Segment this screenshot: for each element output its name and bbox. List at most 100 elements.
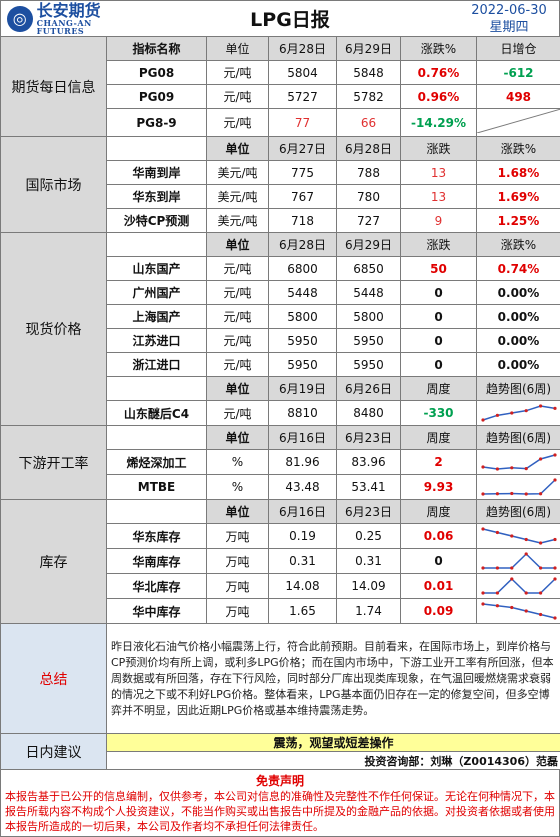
empty-diagonal-cell bbox=[477, 109, 560, 137]
advice-row: 日内建议 震荡，观望或短差操作 bbox=[1, 734, 560, 752]
row-value: 727 bbox=[337, 209, 401, 233]
row-change: 0.06 bbox=[401, 524, 477, 549]
col-header: 周度 bbox=[401, 426, 477, 450]
row-change: 0 bbox=[401, 353, 477, 377]
trend-point bbox=[496, 492, 499, 495]
col-header: 涨跌% bbox=[477, 137, 560, 161]
disclaimer-title: 免责声明 bbox=[5, 772, 555, 789]
row-value: 1.65 bbox=[269, 599, 337, 624]
row-value: 5804 bbox=[269, 61, 337, 85]
row-unit: 元/吨 bbox=[207, 109, 269, 137]
trend-point bbox=[553, 538, 556, 541]
row-change: 13 bbox=[401, 161, 477, 185]
intl-section-label: 国际市场 bbox=[1, 137, 107, 233]
trend-point bbox=[553, 616, 556, 619]
row-change: -14.29% bbox=[401, 109, 477, 137]
row-value: 0.31 bbox=[269, 549, 337, 574]
col-header: 6月19日 bbox=[269, 377, 337, 401]
weekday-value: 星期四 bbox=[459, 19, 559, 36]
row-value: 83.96 bbox=[337, 450, 401, 475]
row-name: 广州国产 bbox=[107, 281, 207, 305]
trend-line bbox=[483, 406, 555, 420]
trend-point bbox=[525, 552, 528, 555]
trend-line bbox=[483, 554, 555, 568]
futures-section-label: 期货每日信息 bbox=[1, 37, 107, 137]
trend-line bbox=[483, 480, 555, 494]
trend-cell bbox=[477, 599, 560, 624]
blank-header bbox=[107, 426, 207, 450]
row-value: 5727 bbox=[269, 85, 337, 109]
trend-cell bbox=[477, 401, 560, 426]
col-header: 6月27日 bbox=[269, 137, 337, 161]
trend-point bbox=[510, 606, 513, 609]
row-name: MTBE bbox=[107, 475, 207, 500]
blank-header bbox=[107, 377, 207, 401]
trend-point bbox=[481, 602, 484, 605]
trend-point bbox=[510, 577, 513, 580]
row-unit: 元/吨 bbox=[207, 61, 269, 85]
row-unit: 元/吨 bbox=[207, 281, 269, 305]
trend-cell bbox=[477, 524, 560, 549]
row-value: 775 bbox=[269, 161, 337, 185]
row-oi: 498 bbox=[477, 85, 560, 109]
row-value: 14.09 bbox=[337, 574, 401, 599]
col-header: 6月16日 bbox=[269, 426, 337, 450]
blank-header bbox=[107, 137, 207, 161]
trend-point bbox=[481, 591, 484, 594]
row-pct: 0.00% bbox=[477, 281, 560, 305]
col-header: 周度 bbox=[401, 377, 477, 401]
row-unit: 万吨 bbox=[207, 549, 269, 574]
row-name: 浙江进口 bbox=[107, 353, 207, 377]
spot-header-row: 现货价格 单位 6月28日 6月29日 涨跌 涨跌% bbox=[1, 233, 560, 257]
trend-cell bbox=[477, 549, 560, 574]
row-change: 0 bbox=[401, 549, 477, 574]
col-header: 涨跌 bbox=[401, 137, 477, 161]
row-change: 0 bbox=[401, 281, 477, 305]
row-change: 0 bbox=[401, 305, 477, 329]
col-header: 周度 bbox=[401, 500, 477, 524]
row-name: PG09 bbox=[107, 85, 207, 109]
row-name: 华东到岸 bbox=[107, 185, 207, 209]
row-unit: % bbox=[207, 475, 269, 500]
col-header: 6月26日 bbox=[337, 377, 401, 401]
row-name: 华中库存 bbox=[107, 599, 207, 624]
trend-point bbox=[481, 465, 484, 468]
row-change: 0.96% bbox=[401, 85, 477, 109]
row-pct: 1.69% bbox=[477, 185, 560, 209]
row-name: 华北库存 bbox=[107, 574, 207, 599]
col-header: 6月16日 bbox=[269, 500, 337, 524]
col-header: 涨跌 bbox=[401, 233, 477, 257]
row-unit: 元/吨 bbox=[207, 401, 269, 426]
trend-point bbox=[496, 531, 499, 534]
row-value: 6850 bbox=[337, 257, 401, 281]
row-value: 0.19 bbox=[269, 524, 337, 549]
trend-point bbox=[496, 414, 499, 417]
row-name: 山东醚后C4 bbox=[107, 401, 207, 426]
date-value: 2022-06-30 bbox=[459, 2, 559, 19]
trend-point bbox=[525, 591, 528, 594]
col-header: 单位 bbox=[207, 377, 269, 401]
row-pct: 0.74% bbox=[477, 257, 560, 281]
row-name: 华南到岸 bbox=[107, 161, 207, 185]
row-name: 烯烃深加工 bbox=[107, 450, 207, 475]
row-unit: 美元/吨 bbox=[207, 185, 269, 209]
row-change: 0.76% bbox=[401, 61, 477, 85]
row-unit: 美元/吨 bbox=[207, 161, 269, 185]
row-value: 5950 bbox=[337, 353, 401, 377]
trend-point bbox=[510, 411, 513, 414]
trend-line bbox=[483, 529, 555, 543]
col-header: 涨跌% bbox=[477, 233, 560, 257]
col-header: 单位 bbox=[207, 137, 269, 161]
trend-sparkline bbox=[477, 599, 560, 623]
trend-point bbox=[525, 609, 528, 612]
trend-point bbox=[539, 492, 542, 495]
col-header: 6月28日 bbox=[269, 37, 337, 61]
trend-point bbox=[496, 604, 499, 607]
row-value: 0.25 bbox=[337, 524, 401, 549]
col-header: 6月29日 bbox=[337, 233, 401, 257]
col-header: 6月28日 bbox=[337, 137, 401, 161]
row-unit: % bbox=[207, 450, 269, 475]
row-value: 8810 bbox=[269, 401, 337, 426]
intl-header-row: 国际市场 单位 6月27日 6月28日 涨跌 涨跌% bbox=[1, 137, 560, 161]
row-oi: -612 bbox=[477, 61, 560, 85]
